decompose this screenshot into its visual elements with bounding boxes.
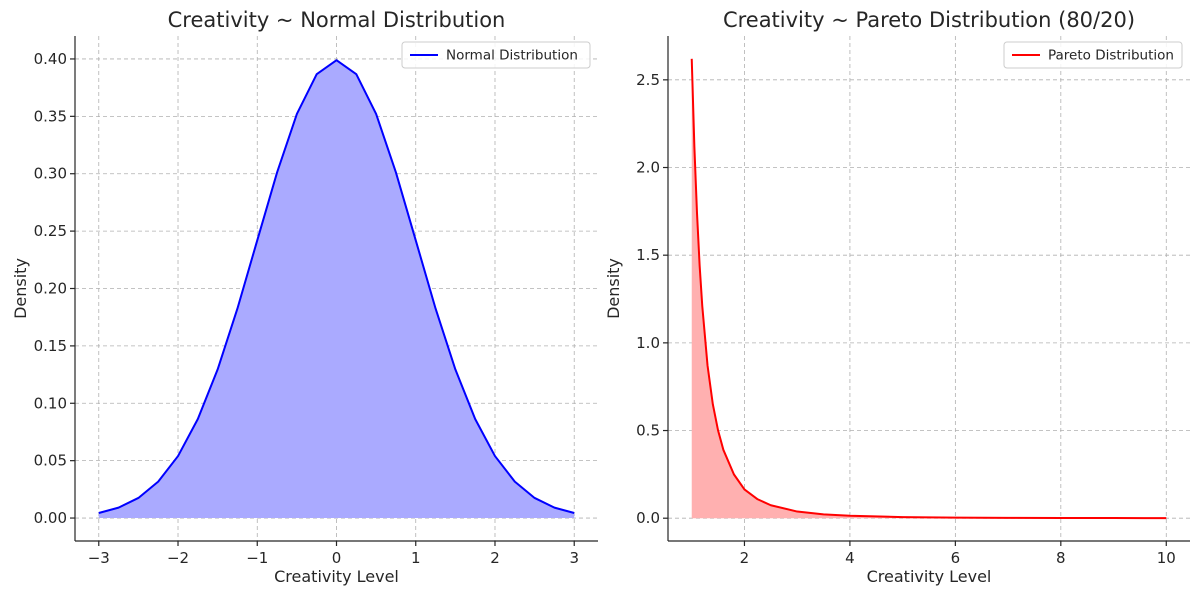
y-tick-label: 0.40	[34, 50, 67, 68]
x-tick-label: 0	[332, 549, 342, 567]
x-tick-label: 3	[569, 549, 579, 567]
legend-box	[1003, 41, 1183, 69]
x-tick-label: 8	[1056, 549, 1066, 567]
y-tick-label: 2.0	[636, 159, 660, 177]
x-tick-label: 6	[951, 549, 961, 567]
legend-box	[401, 41, 591, 69]
legend: Normal Distribution	[401, 41, 591, 69]
y-tick-label: 0.20	[34, 280, 67, 298]
series-area-fill	[691, 58, 1167, 519]
x-axis-label: Creativity Level	[867, 567, 992, 586]
x-tick-label: −2	[167, 549, 189, 567]
x-tick-label: 1	[411, 549, 421, 567]
y-axis-label: Density	[11, 258, 30, 319]
legend-label: Normal Distribution	[446, 48, 578, 64]
series-line	[690, 58, 1167, 520]
y-tick-label: 0.05	[34, 452, 67, 470]
y-tick-label: 0.35	[34, 107, 67, 125]
y-tick-label: 0.15	[34, 337, 67, 355]
y-tick-label: 2.5	[636, 71, 660, 89]
x-axis-label: Creativity Level	[274, 567, 399, 586]
y-tick-label: 0.5	[636, 422, 660, 440]
y-tick-label: 0.30	[34, 165, 67, 183]
y-tick-label: 1.0	[636, 334, 660, 352]
legend: Pareto Distribution	[1003, 41, 1183, 69]
chart-title: Creativity ~ Pareto Distribution (80/20)	[723, 8, 1135, 32]
normal-distribution-panel: −3 −2 −1 0 1 2 3 0.00 0.05 0.10 0.15 0.20 0.25 0.30 0.…	[11, 8, 598, 586]
y-tick-label: 0.0	[636, 509, 660, 527]
pareto-distribution-panel: 2 4 6 8 10 0.0 0.5 1.0 1.5 2.0 2.5 Creativity ~ Par…	[604, 8, 1190, 586]
x-tick-label: 2	[740, 549, 750, 567]
legend-label: Pareto Distribution	[1048, 48, 1174, 64]
x-tick-label: −1	[246, 549, 268, 567]
y-tick-label: 1.5	[636, 246, 660, 264]
y-axis-label: Density	[604, 258, 623, 319]
series-area-fill	[98, 60, 575, 519]
y-tick-label: 0.00	[34, 509, 67, 527]
series-line	[98, 59, 575, 514]
x-tick-label: 10	[1157, 549, 1176, 567]
x-tick-label: −3	[88, 549, 110, 567]
chart-title: Creativity ~ Normal Distribution	[168, 8, 506, 32]
y-tick-label: 0.25	[34, 222, 67, 240]
x-tick-label: 4	[845, 549, 855, 567]
y-tick-label: 0.10	[34, 394, 67, 412]
x-tick-label: 2	[490, 549, 500, 567]
